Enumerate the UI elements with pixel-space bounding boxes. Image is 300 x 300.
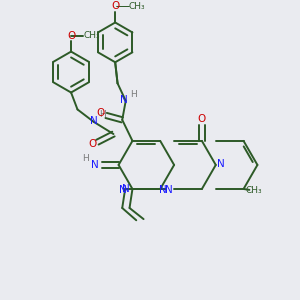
Text: O: O (88, 139, 96, 149)
Text: CH₃: CH₃ (84, 31, 100, 40)
Text: O: O (96, 108, 104, 118)
Text: O: O (67, 31, 75, 40)
Text: N: N (120, 95, 128, 105)
Text: N: N (119, 184, 127, 195)
Text: N: N (159, 185, 167, 195)
Text: O: O (111, 2, 119, 11)
Text: O: O (198, 114, 206, 124)
Text: H: H (100, 110, 106, 119)
Text: N: N (122, 184, 130, 194)
Text: N: N (90, 116, 98, 126)
Text: N: N (164, 184, 172, 195)
Text: CH₃: CH₃ (129, 2, 146, 11)
Text: H: H (82, 154, 89, 163)
Text: N: N (217, 159, 225, 169)
Text: H: H (130, 90, 136, 99)
Text: N: N (91, 160, 98, 170)
Text: CH₃: CH₃ (245, 186, 262, 195)
